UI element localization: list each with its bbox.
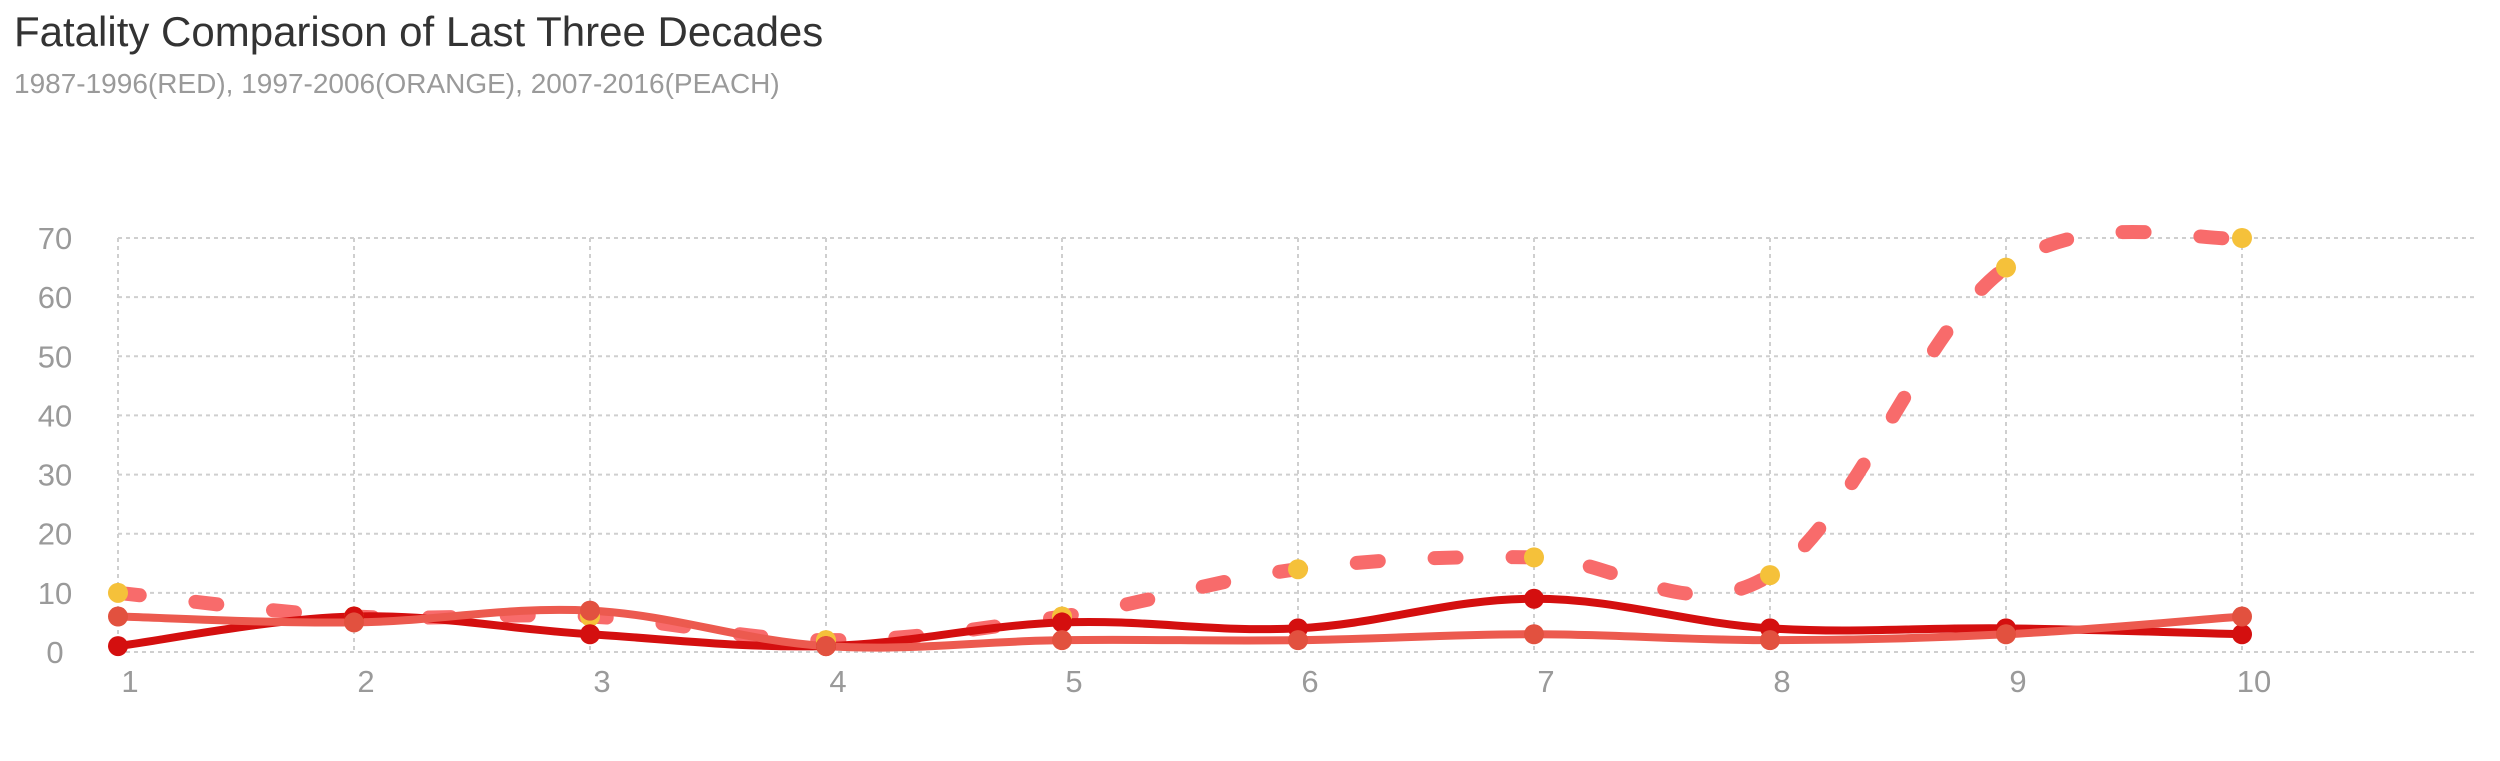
chart-title: Fatality Comparison of Last Three Decade…	[14, 8, 824, 55]
series-3-point[interactable]	[1760, 565, 1780, 586]
x-tick-label: 7	[1537, 664, 1554, 699]
x-tick-label: 3	[593, 664, 610, 699]
series-2-point[interactable]	[1052, 630, 1072, 651]
series-2-point[interactable]	[108, 606, 128, 627]
series-1-line	[114, 594, 2246, 651]
x-tick-label: 9	[2009, 664, 2026, 699]
series-2-point[interactable]	[1524, 624, 1544, 645]
y-tick-label: 60	[38, 280, 72, 315]
grid-layer	[117, 237, 2475, 653]
x-tick-label: 2	[357, 664, 374, 699]
series-3-point[interactable]	[2232, 228, 2252, 248]
axis-layer: 0 10 20 30 40 50 60 70 1 2 3 4 5 6 7 8 9 10	[38, 221, 2271, 699]
x-tick-label: 6	[1301, 664, 1318, 699]
x-tick-label: 10	[2237, 664, 2271, 699]
series-2-point[interactable]	[816, 636, 836, 657]
y-tick-label: 70	[38, 221, 72, 256]
series-1-point[interactable]	[1524, 588, 1544, 609]
y-tick-label: 20	[38, 517, 72, 552]
y-tick-label: 10	[38, 576, 72, 611]
chart-subtitle: 1987-1996(RED), 1997-2006(ORANGE), 2007-…	[14, 68, 780, 99]
series-1-point[interactable]	[580, 624, 600, 645]
series-3-point[interactable]	[1288, 559, 1308, 580]
series-1-point[interactable]	[2232, 624, 2252, 645]
x-tick-label: 5	[1065, 664, 1082, 699]
series-2-line	[114, 605, 2246, 652]
series-3-point[interactable]	[108, 582, 128, 603]
y-tick-label: 30	[38, 458, 72, 493]
y-tick-label: 50	[38, 339, 72, 374]
series-2-point[interactable]	[344, 612, 364, 633]
series-2-point[interactable]	[1760, 630, 1780, 651]
series-3-point[interactable]	[1996, 257, 2016, 278]
y-tick-label: 0	[46, 635, 63, 670]
y-tick-label: 40	[38, 398, 72, 433]
series-1-point[interactable]	[1052, 612, 1072, 633]
x-tick-label: 8	[1773, 664, 1790, 699]
series-3-line	[111, 224, 2249, 648]
series-layer	[108, 224, 2252, 657]
series-2-point[interactable]	[580, 600, 600, 621]
series-2-point[interactable]	[2232, 606, 2252, 627]
series-2-point[interactable]	[1996, 624, 2016, 645]
series-2-point[interactable]	[1288, 630, 1308, 651]
x-tick-label: 1	[121, 664, 138, 699]
series-3-point[interactable]	[1524, 547, 1544, 568]
series-1-point[interactable]	[108, 636, 128, 657]
x-tick-label: 4	[829, 664, 846, 699]
